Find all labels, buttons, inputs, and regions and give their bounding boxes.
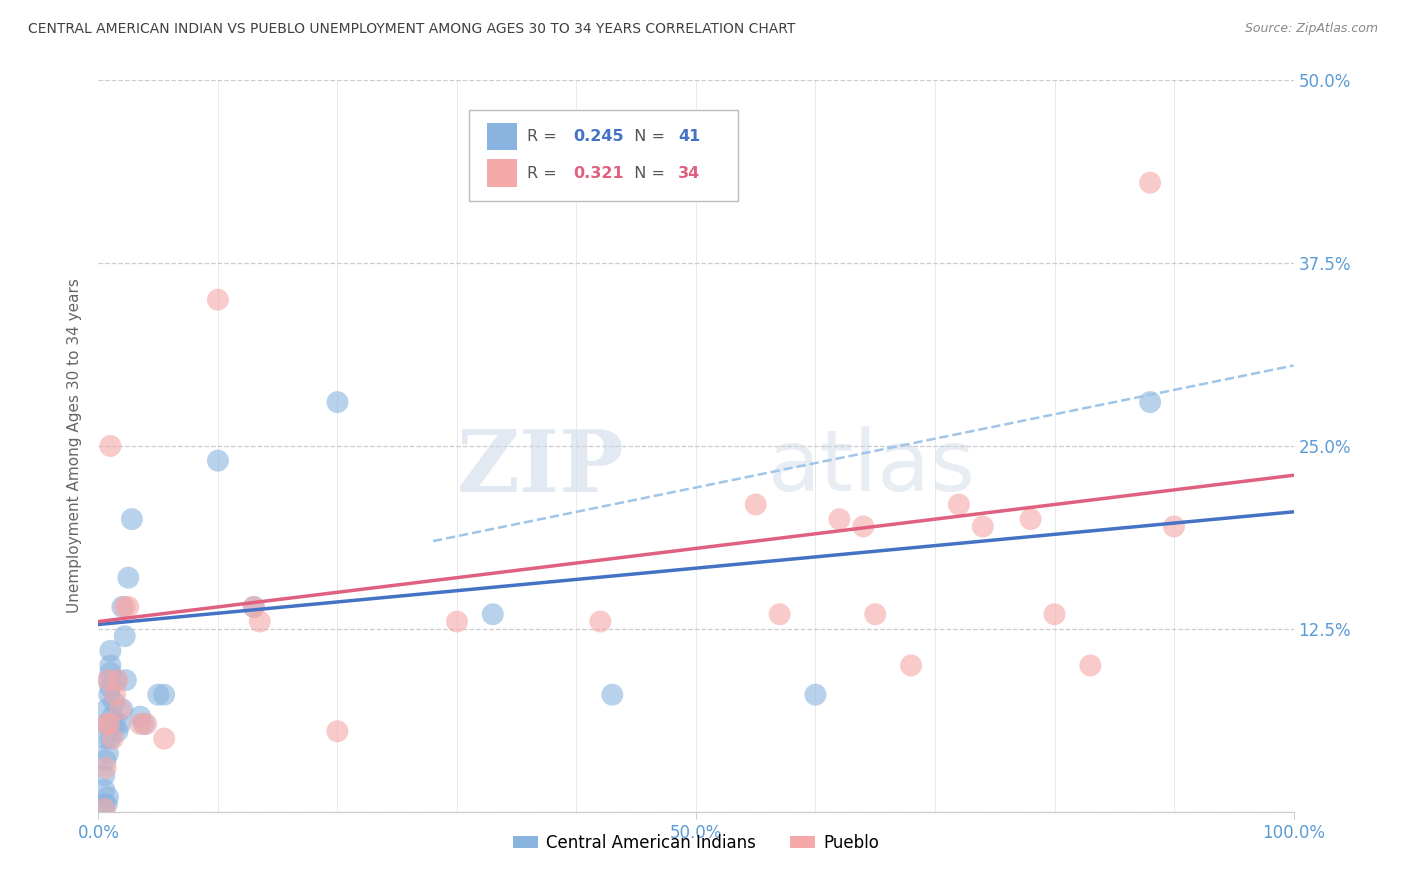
Point xyxy=(107,673,129,687)
Text: CENTRAL AMERICAN INDIAN VS PUEBLO UNEMPLOYMENT AMONG AGES 30 TO 34 YEARS CORRELA: CENTRAL AMERICAN INDIAN VS PUEBLO UNEMPL… xyxy=(28,22,796,37)
Legend: Central American Indians, Pueblo: Central American Indians, Pueblo xyxy=(506,827,886,858)
Point xyxy=(98,658,122,673)
Text: ZIP: ZIP xyxy=(457,426,624,510)
Point xyxy=(115,673,138,687)
Point xyxy=(93,782,115,797)
Point xyxy=(93,797,115,812)
Point xyxy=(1019,512,1042,526)
Point xyxy=(97,673,120,687)
Point xyxy=(117,571,139,585)
Point xyxy=(865,607,887,622)
Point xyxy=(828,512,851,526)
Text: atlas: atlas xyxy=(768,426,976,509)
Point xyxy=(745,498,768,512)
Point xyxy=(1139,395,1161,409)
Point xyxy=(207,453,229,467)
Point xyxy=(135,717,157,731)
Point xyxy=(103,695,125,709)
Point xyxy=(98,439,122,453)
Point xyxy=(94,731,117,746)
Point xyxy=(98,717,121,731)
Point xyxy=(948,498,970,512)
Point xyxy=(153,688,176,702)
Point xyxy=(1139,176,1161,190)
Text: R =: R = xyxy=(527,129,562,145)
Point xyxy=(768,607,790,622)
Point xyxy=(98,681,122,695)
Point xyxy=(96,797,118,812)
Point xyxy=(93,768,115,782)
Point xyxy=(589,615,612,629)
Point xyxy=(129,717,152,731)
Text: 0.321: 0.321 xyxy=(572,166,623,181)
Point xyxy=(108,702,131,716)
Point xyxy=(108,717,131,731)
Point xyxy=(96,717,118,731)
Point xyxy=(97,746,120,760)
Point xyxy=(96,717,118,731)
Text: 34: 34 xyxy=(678,166,700,181)
Text: 0.245: 0.245 xyxy=(572,129,623,145)
Point xyxy=(94,754,117,768)
Point xyxy=(121,512,143,526)
Point xyxy=(98,717,122,731)
Point xyxy=(1043,607,1066,622)
Point xyxy=(117,599,139,614)
Point xyxy=(98,731,122,746)
Point xyxy=(101,731,124,746)
Point xyxy=(93,802,115,816)
Point xyxy=(98,665,122,680)
Text: 41: 41 xyxy=(678,129,700,145)
Point xyxy=(107,724,129,739)
Point xyxy=(104,717,127,731)
Point xyxy=(852,519,875,533)
Point xyxy=(105,673,128,687)
Point xyxy=(114,629,136,643)
Point xyxy=(972,519,994,533)
Point xyxy=(481,607,505,622)
Point xyxy=(94,761,117,775)
Point xyxy=(98,644,122,658)
Point xyxy=(207,293,229,307)
Text: R =: R = xyxy=(527,166,562,181)
Point xyxy=(129,709,152,723)
FancyBboxPatch shape xyxy=(470,110,738,201)
Point xyxy=(104,688,127,702)
Point xyxy=(98,688,121,702)
Point xyxy=(101,709,124,723)
Point xyxy=(249,615,271,629)
Point xyxy=(804,688,827,702)
FancyBboxPatch shape xyxy=(486,160,517,187)
Point xyxy=(1163,519,1185,533)
Text: N =: N = xyxy=(624,129,671,145)
FancyBboxPatch shape xyxy=(486,123,517,151)
Point xyxy=(132,717,155,731)
Point xyxy=(1080,658,1102,673)
Point xyxy=(96,702,118,716)
Point xyxy=(446,615,468,629)
Text: Source: ZipAtlas.com: Source: ZipAtlas.com xyxy=(1244,22,1378,36)
Point xyxy=(111,702,134,716)
Point xyxy=(98,673,121,687)
Text: N =: N = xyxy=(624,166,671,181)
Y-axis label: Unemployment Among Ages 30 to 34 years: Unemployment Among Ages 30 to 34 years xyxy=(67,278,83,614)
Point xyxy=(243,599,266,614)
Point xyxy=(114,599,136,614)
Point xyxy=(326,395,349,409)
Point xyxy=(148,688,170,702)
Point xyxy=(111,599,134,614)
Point xyxy=(153,731,176,746)
Point xyxy=(97,790,120,805)
Point xyxy=(243,599,266,614)
Point xyxy=(602,688,624,702)
Point xyxy=(326,724,349,739)
Point xyxy=(900,658,922,673)
